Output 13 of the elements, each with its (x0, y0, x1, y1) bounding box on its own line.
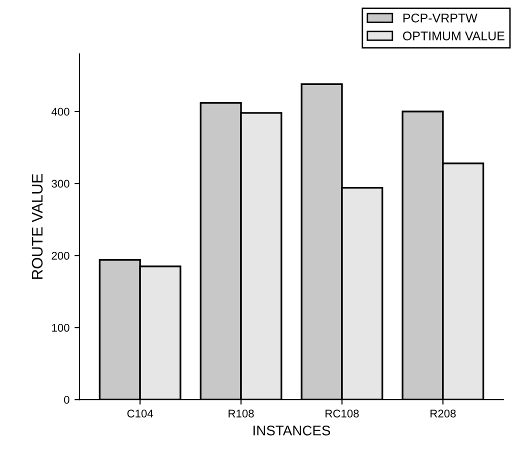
y-tick-label: 0 (64, 396, 70, 404)
x-tick-label: RC108 (326, 410, 359, 418)
x-axis-title: INSTANCES (254, 426, 330, 436)
y-tick-label: 100 (52, 324, 70, 332)
y-tick-label: 400 (51, 108, 70, 116)
y-tick-label: 200 (52, 252, 70, 260)
legend-label: OPTIMUM VALUE (403, 32, 504, 40)
y-tick-label: 300 (52, 180, 70, 188)
x-tick-label: R108 (228, 410, 254, 418)
legend-label: PCP-VRPTW (403, 14, 478, 22)
x-tick-label: R208 (430, 410, 456, 418)
y-axis-title: ROUTE VALUE (32, 174, 43, 279)
x-tick-label: C104 (127, 410, 154, 418)
